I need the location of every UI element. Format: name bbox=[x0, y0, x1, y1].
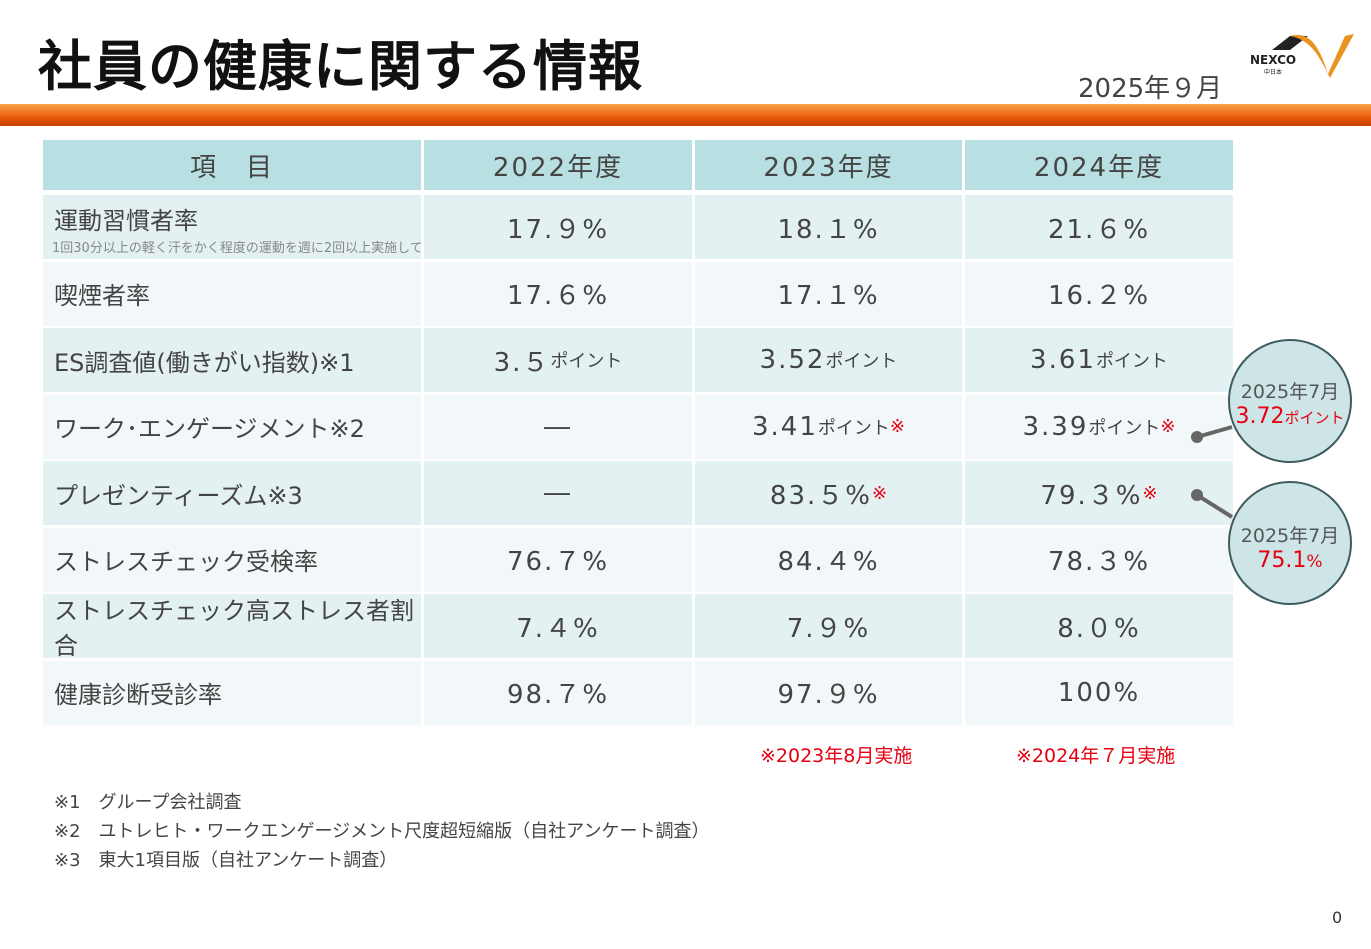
cell-value: 3.５ bbox=[493, 347, 551, 378]
row-label-text: プレゼンティーズム※3 bbox=[54, 481, 303, 510]
row-label-text: 運動習慣者率 bbox=[54, 207, 198, 235]
cell-value: 17.９% bbox=[506, 214, 610, 245]
cell-unit: ポイント bbox=[1095, 351, 1168, 372]
cell-unit: ポイント bbox=[1088, 417, 1161, 439]
row-label-text: 健康診断受診率 bbox=[54, 681, 222, 709]
footnote-2: ※2 ユトレヒト・ワークエンゲージメント尺度超短縮版（自社アンケート調査） bbox=[54, 821, 710, 842]
cell-value: 16.２% bbox=[1047, 281, 1151, 311]
table-cell: 17.１% bbox=[695, 261, 962, 326]
cell-value: 17.１% bbox=[777, 281, 880, 311]
header-cell: 2022年度 bbox=[424, 140, 692, 190]
cell-unit: ポイント bbox=[817, 417, 890, 439]
cell-value: 98.７% bbox=[506, 680, 610, 710]
bubble-work-engagement-2025: 2025年7月 3.72ポイント bbox=[1228, 339, 1352, 463]
page-number: 0 bbox=[1332, 908, 1343, 927]
table-cell: 78.３% bbox=[965, 527, 1233, 592]
table-cell: 97.９% bbox=[695, 660, 962, 725]
cell-value: 17.６% bbox=[506, 281, 610, 311]
table-cell: ― bbox=[424, 461, 692, 525]
table-cell: 83.５% ※ bbox=[695, 461, 962, 525]
table-cell: 98.７% bbox=[424, 660, 692, 725]
table-cell: 16.２% bbox=[965, 261, 1233, 326]
footnote-1: ※1 グループ会社調査 bbox=[54, 792, 242, 813]
row-label-note: 1回30分以上の軽く汗をかく程度の運動を週に2回以上実施している者 bbox=[52, 241, 462, 256]
cell-value: 8.０% bbox=[1057, 613, 1141, 644]
cell-value: 83.５% bbox=[769, 480, 872, 511]
cell-value: 97.９% bbox=[777, 680, 880, 710]
cell-value: 84.４% bbox=[777, 547, 880, 577]
header-cell: 項 目 bbox=[43, 140, 421, 190]
table-cell: 18.１% bbox=[695, 195, 962, 259]
row-label: 健康診断受診率 bbox=[43, 660, 421, 725]
row-label: 運動習慣者率 1回30分以上の軽く汗をかく程度の運動を週に2回以上実施している者 bbox=[43, 195, 462, 259]
bubble-presenteeism-2025: 2025年7月 75.1% bbox=[1228, 481, 1352, 605]
cell-value: 3.41 bbox=[752, 411, 818, 442]
row-label-text: ストレスチェック受検率 bbox=[54, 548, 318, 576]
table-cell: 3.52 ポイント bbox=[695, 328, 962, 392]
table-cell: 76.７% bbox=[424, 527, 692, 592]
bubble-value: 3.72 bbox=[1235, 404, 1285, 429]
table-cell: 7.９% bbox=[695, 594, 962, 658]
table-cell: 21.６% bbox=[965, 195, 1233, 259]
cell-value: 7.９% bbox=[786, 613, 871, 644]
svg-text:NEXCO: NEXCO bbox=[1250, 53, 1296, 67]
nexco-logo: NEXCO 中日本 bbox=[1250, 34, 1354, 78]
row-label: 喫煙者率 bbox=[43, 261, 421, 326]
table-cell: 84.４% bbox=[695, 527, 962, 592]
cell-value: 100% bbox=[1057, 677, 1141, 708]
bubble-value: 75.1 bbox=[1257, 548, 1307, 573]
cell-mark: ※ bbox=[1142, 482, 1158, 504]
table-cell: 3.61 ポイント bbox=[965, 328, 1233, 392]
report-date: 2025年９月 bbox=[1078, 74, 1223, 104]
note-2024: ※2024年７月実施 bbox=[1016, 745, 1176, 767]
cell-value: 76.７% bbox=[506, 547, 610, 577]
row-label-text: ワーク･エンゲージメント※2 bbox=[54, 415, 365, 443]
cell-mark: ※ bbox=[871, 482, 888, 504]
table-cell: 3.41 ポイント ※ bbox=[695, 394, 962, 459]
row-label: ES調査値(働きがい指数)※1 bbox=[43, 328, 421, 392]
table-cell: 3.39 ポイント ※ bbox=[965, 394, 1233, 459]
cell-value: 3.61 bbox=[1030, 345, 1096, 375]
table-cell: 17.６% bbox=[424, 261, 692, 326]
svg-text:中日本: 中日本 bbox=[1264, 68, 1282, 76]
table-cell: 8.０% bbox=[965, 594, 1233, 658]
cell-value: 3.39 bbox=[1022, 411, 1089, 442]
row-label: プレゼンティーズム※3 bbox=[43, 461, 421, 525]
cell-mark: ※ bbox=[1160, 416, 1176, 437]
cell-mark: ※ bbox=[889, 416, 905, 437]
page-title: 社員の健康に関する情報 bbox=[38, 35, 643, 98]
row-label-text: ES調査値(働きがい指数)※1 bbox=[54, 348, 355, 377]
table-cell: 17.９% bbox=[424, 195, 692, 259]
footnote-3: ※3 東大1項目版（自社アンケート調査） bbox=[54, 850, 398, 871]
header-cell: 2023年度 bbox=[695, 140, 962, 190]
header-cell: 2024年度 bbox=[965, 140, 1233, 190]
header-bar bbox=[0, 104, 1371, 126]
bubble-date: 2025年7月 bbox=[1240, 525, 1340, 547]
table-cell: 3.５ ポイント bbox=[424, 328, 692, 392]
table-cell: 79.３% ※ bbox=[965, 461, 1233, 525]
cell-value: ― bbox=[544, 411, 572, 442]
cell-value: 3.52 bbox=[759, 345, 826, 375]
row-label-text: 喫煙者率 bbox=[54, 282, 150, 310]
row-label: ストレスチェック高ストレス者割合 bbox=[43, 594, 421, 660]
cell-value: 78.３% bbox=[1047, 547, 1151, 577]
row-label: ストレスチェック受検率 bbox=[43, 527, 421, 592]
cell-value: 21.６% bbox=[1047, 214, 1151, 245]
cell-unit: ポイント bbox=[550, 351, 623, 372]
cell-unit: ポイント bbox=[825, 351, 898, 372]
row-label-text: ストレスチェック高ストレス者割合 bbox=[54, 597, 414, 660]
cell-value: 79.３% bbox=[1040, 480, 1143, 511]
bubble-date: 2025年7月 bbox=[1240, 381, 1340, 403]
row-label: ワーク･エンゲージメント※2 bbox=[43, 394, 421, 459]
cell-value: ― bbox=[544, 478, 572, 508]
cell-value: 18.１% bbox=[777, 214, 880, 245]
table-cell: 100% bbox=[965, 660, 1233, 725]
bubble-unit: ポイント bbox=[1284, 409, 1345, 427]
cell-value: 7.４% bbox=[516, 613, 600, 644]
note-2023: ※2023年8月実施 bbox=[760, 745, 913, 767]
table-cell: 7.４% bbox=[424, 594, 692, 658]
bubble-unit: % bbox=[1306, 552, 1323, 572]
table-cell: ― bbox=[424, 394, 692, 459]
